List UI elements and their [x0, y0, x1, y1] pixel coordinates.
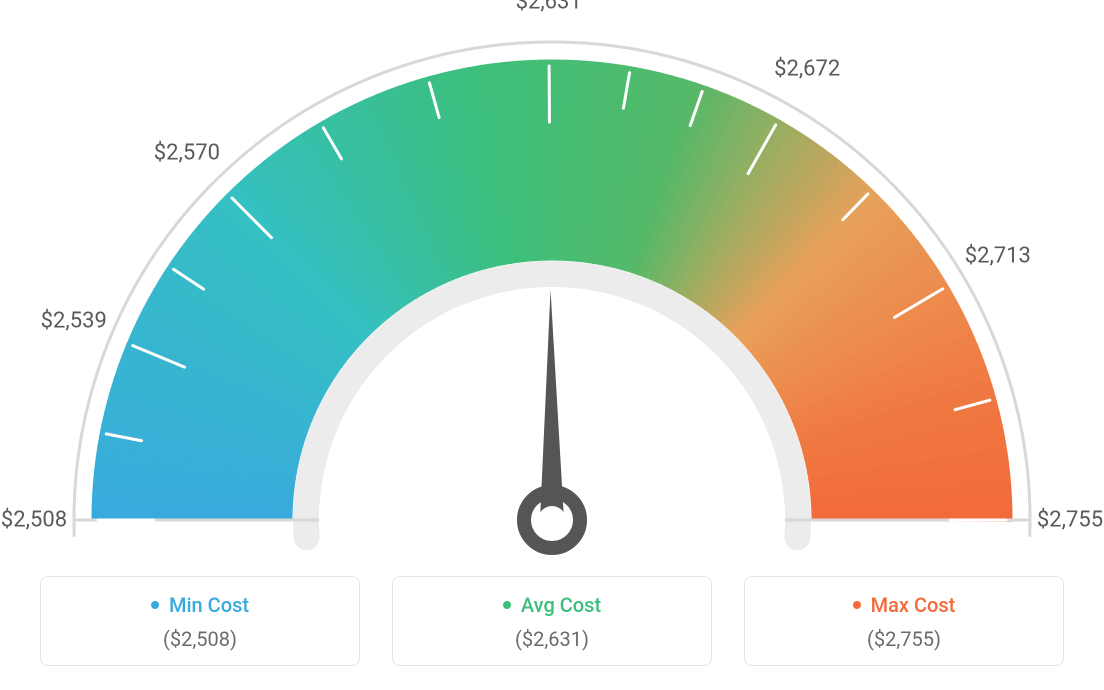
legend-title-text: Min Cost [169, 593, 249, 617]
gauge-tick-label: $2,570 [154, 140, 220, 165]
legend-title-max: Max Cost [853, 593, 956, 617]
dot-icon [853, 601, 861, 609]
gauge-tick-label: $2,508 [1, 508, 67, 533]
dot-icon [503, 601, 511, 609]
legend-title-text: Avg Cost [521, 593, 601, 617]
gauge-tick-label: $2,755 [1037, 508, 1103, 533]
dot-icon [151, 601, 159, 609]
gauge-tick-label: $2,713 [965, 244, 1031, 269]
legend-value-min: ($2,508) [41, 627, 359, 651]
legend-card-max: Max Cost ($2,755) [744, 576, 1064, 666]
legend-row: Min Cost ($2,508) Avg Cost ($2,631) Max … [0, 576, 1104, 666]
legend-title-text: Max Cost [871, 593, 956, 617]
gauge-tick-label: $2,539 [41, 309, 107, 334]
gauge-chart [0, 0, 1104, 560]
gauge-tick-label: $2,672 [774, 57, 840, 82]
legend-value-avg: ($2,631) [393, 627, 711, 651]
gauge-tick-label: $2,631 [516, 0, 582, 15]
gauge-container: $2,508 $2,539 $2,570 $2,631 $2,672 $2,713 $2,7… [0, 0, 1104, 560]
legend-title-min: Min Cost [151, 593, 249, 617]
legend-card-min: Min Cost ($2,508) [40, 576, 360, 666]
legend-value-max: ($2,755) [745, 627, 1063, 651]
legend-card-avg: Avg Cost ($2,631) [392, 576, 712, 666]
legend-title-avg: Avg Cost [503, 593, 601, 617]
